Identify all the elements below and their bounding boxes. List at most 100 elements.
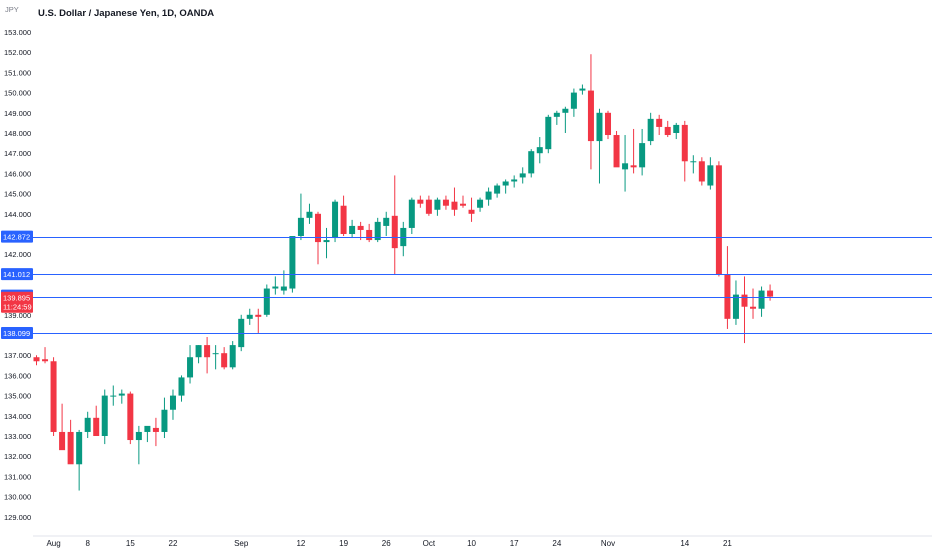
candle-body [732, 294, 739, 319]
candle[interactable] [229, 341, 236, 370]
candle[interactable] [169, 389, 176, 420]
candle[interactable] [630, 128, 637, 174]
candle[interactable] [460, 195, 466, 208]
candle[interactable] [212, 345, 219, 370]
candle[interactable] [263, 284, 270, 317]
candle[interactable] [204, 337, 211, 374]
candle[interactable] [613, 130, 620, 168]
candle[interactable] [553, 110, 560, 125]
candle[interactable] [468, 197, 475, 222]
candle-body [468, 209, 475, 214]
candle[interactable] [605, 110, 612, 140]
candle[interactable] [195, 345, 202, 364]
plot-area[interactable] [33, 54, 774, 491]
candle-body [408, 199, 415, 228]
candle[interactable] [690, 155, 697, 174]
candle[interactable] [485, 187, 492, 206]
candle[interactable] [425, 195, 432, 216]
candle[interactable] [639, 128, 646, 176]
candle[interactable] [562, 106, 569, 133]
candle[interactable] [647, 112, 654, 146]
candle[interactable] [306, 203, 313, 224]
candle[interactable] [135, 425, 142, 465]
candle[interactable] [750, 288, 757, 319]
candle[interactable] [383, 211, 390, 237]
candle[interactable] [93, 405, 100, 436]
candle[interactable] [698, 157, 705, 186]
candle[interactable] [67, 419, 74, 465]
candle[interactable] [127, 391, 134, 445]
candle[interactable] [340, 195, 347, 237]
candle-body [562, 108, 569, 113]
candle[interactable] [741, 276, 748, 344]
candle[interactable] [715, 161, 722, 277]
candle[interactable] [732, 280, 739, 325]
candle[interactable] [246, 308, 253, 325]
candle[interactable] [434, 197, 441, 216]
candle[interactable] [570, 88, 577, 117]
candle[interactable] [144, 425, 151, 443]
candle[interactable] [417, 195, 424, 208]
candle[interactable] [238, 314, 245, 352]
candle[interactable] [161, 397, 168, 439]
candle[interactable] [528, 149, 535, 178]
time-axis[interactable]: Aug 8 15 22 Sep 12 19 26 Oct 10 17 24 Nov 14 21 [46, 539, 732, 548]
candle[interactable] [681, 120, 688, 182]
candle[interactable] [442, 195, 449, 210]
candle[interactable] [587, 54, 594, 170]
candle[interactable] [579, 84, 586, 95]
candle[interactable] [221, 347, 228, 370]
candle[interactable] [673, 122, 680, 140]
candle[interactable] [255, 308, 262, 333]
candle[interactable] [366, 223, 373, 243]
candle[interactable] [50, 357, 57, 436]
candle[interactable] [511, 175, 518, 188]
candle-body [144, 425, 151, 432]
candle[interactable] [656, 114, 663, 136]
candle[interactable] [42, 347, 49, 364]
candle-body [622, 163, 629, 170]
candle[interactable] [477, 197, 484, 212]
candle[interactable] [314, 211, 321, 265]
candle[interactable] [76, 429, 83, 491]
candle[interactable] [101, 389, 108, 445]
candle[interactable] [451, 187, 458, 216]
candle[interactable] [152, 417, 159, 447]
candle-body [724, 274, 731, 319]
candle[interactable] [349, 219, 356, 239]
candle[interactable] [118, 389, 125, 404]
candle[interactable] [622, 135, 629, 192]
candle-body [59, 431, 66, 451]
candle[interactable] [187, 345, 194, 384]
candle[interactable] [494, 183, 501, 198]
candle[interactable] [502, 179, 509, 194]
candle-body [434, 199, 441, 210]
candle[interactable] [84, 411, 91, 439]
x-tick-label: 22 [169, 539, 178, 548]
y-tick-label: 132.000 [4, 452, 31, 461]
x-tick-label: 19 [339, 539, 348, 548]
candle[interactable] [596, 108, 603, 184]
candle[interactable] [664, 120, 671, 138]
candle-body [280, 286, 287, 291]
candle[interactable] [391, 175, 398, 275]
candle[interactable] [272, 276, 279, 295]
candle[interactable] [758, 286, 765, 317]
candle[interactable] [323, 227, 330, 259]
candle[interactable] [724, 246, 731, 329]
candle[interactable] [332, 199, 339, 243]
candle[interactable] [289, 236, 296, 293]
candle-body [460, 203, 466, 206]
candle[interactable] [536, 137, 543, 164]
candle[interactable] [297, 193, 304, 241]
candle[interactable] [59, 403, 66, 451]
candle[interactable] [374, 217, 381, 243]
candle[interactable] [545, 114, 552, 154]
candle[interactable] [519, 167, 526, 184]
candle[interactable] [408, 197, 415, 234]
candle[interactable] [707, 157, 714, 190]
candle[interactable] [110, 385, 117, 406]
candle[interactable] [178, 375, 185, 402]
candle[interactable] [33, 355, 40, 366]
